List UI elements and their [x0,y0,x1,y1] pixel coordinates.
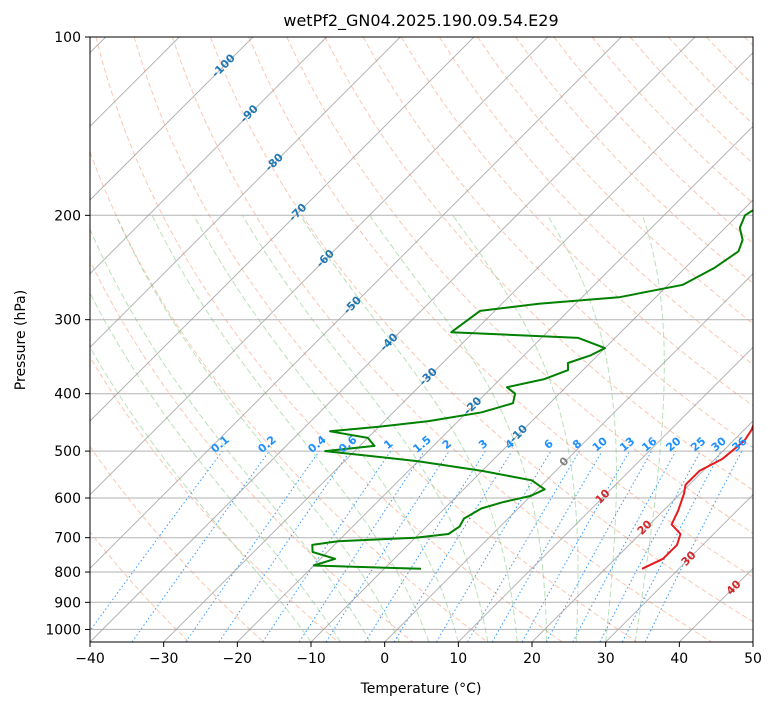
mixing-ratio-line [262,450,392,642]
isotherm-line [90,37,328,275]
mixing-ratio-line [131,450,270,642]
dry-adiabat-line [362,37,753,449]
moist-adiabat-line [90,292,341,642]
dry-adiabat-line [248,37,753,578]
dry-adiabat-line [210,37,753,623]
y-tick-label: 300 [54,313,81,329]
moist-adiabat-line [299,215,518,642]
isotherm-line [384,272,753,642]
moist-adiabat-line [90,228,371,642]
x-tick-label: 20 [523,651,541,667]
mixing-ratio-line [325,450,450,642]
dry-adiabat-line [95,37,563,642]
dry-adiabat-line [90,150,488,642]
x-tick-label: 10 [449,651,467,667]
y-tick-label: 200 [54,208,81,224]
dry-adiabat-line [438,37,753,366]
x-axis: −40 −30 −20 −10 0 10 20 30 40 50 [75,642,762,667]
temperature-profile-line [641,423,753,570]
x-tick-label: −20 [223,651,253,667]
grid [90,37,753,642]
dry-adiabat-line [90,531,190,642]
isotherm-line [457,346,753,642]
y-tick-label: 1000 [45,622,81,638]
isotherm-line [163,51,753,642]
y-axis: 100 200 300 400 500 600 700 800 900 1000 [45,30,90,638]
x-tick-label: 30 [597,651,615,667]
dry-adiabat-line [90,356,339,642]
plot-frame [89,36,754,643]
y-tick-label: 800 [54,565,81,581]
dry-adiabat-line [324,37,753,491]
y-axis-label: Pressure (hPa) [13,290,29,390]
mixing-ratio-line [521,450,630,642]
x-tick-label: −40 [75,651,105,667]
dry-adiabat-line [477,37,753,325]
y-tick-label: 500 [54,444,81,460]
dry-adiabat-line [171,37,712,642]
dry-adiabat-line [90,259,414,642]
x-tick-label: 0 [380,651,389,667]
mixing-ratio-line [90,450,223,632]
y-tick-label: 700 [54,531,81,547]
moist-adiabat-line [369,215,548,642]
mixing-ratio-line [218,450,351,642]
moist-adiabat-line [547,215,617,642]
moist-adiabat-line [115,215,400,642]
mixing-ratio-line [644,450,743,642]
y-tick-label: 600 [54,491,81,507]
dry-adiabat-line [90,445,264,642]
isotherm-line [90,37,475,422]
y-tick-label: 900 [54,595,81,611]
x-tick-label: −10 [296,651,326,667]
series-layer [311,208,753,570]
moist-adiabat-line [452,215,579,642]
isotherm-line [90,37,254,201]
isotherm-line [90,37,549,496]
y-tick-label: 400 [54,387,81,403]
x-tick-label: 40 [670,651,688,667]
dewpoint-profile-line [311,208,753,570]
isotherm-line [310,199,753,642]
dry-adiabat-line [400,37,753,407]
mixing-ratio-line [393,450,513,642]
moist-adiabat-line [151,215,430,642]
y-tick-label: 100 [54,30,81,46]
moist-adiabat-line [90,346,312,642]
mixing-ratio-line [298,450,425,642]
isotherm-line [90,37,622,570]
moist-adiabat-line [193,215,459,642]
x-tick-label: −30 [149,651,179,667]
dry-adiabat-line [133,37,638,642]
isotherm-line [90,37,696,642]
isotherm-line [90,37,401,349]
dry-adiabat-line [515,37,753,284]
mixing-ratio-line [572,450,677,642]
moist-adiabat-line [634,215,665,642]
mixing-ratio-line [545,450,653,642]
mixing-ratio-line [185,450,320,642]
chart-title: wetPf2_GN04.2025.190.09.54.E29 [283,11,558,31]
x-tick-label: 50 [744,651,762,667]
x-axis-label: Temperature (°C) [360,681,482,697]
isotherm-line [605,493,753,642]
background-lines [90,37,753,642]
isotherm-line [531,420,753,642]
